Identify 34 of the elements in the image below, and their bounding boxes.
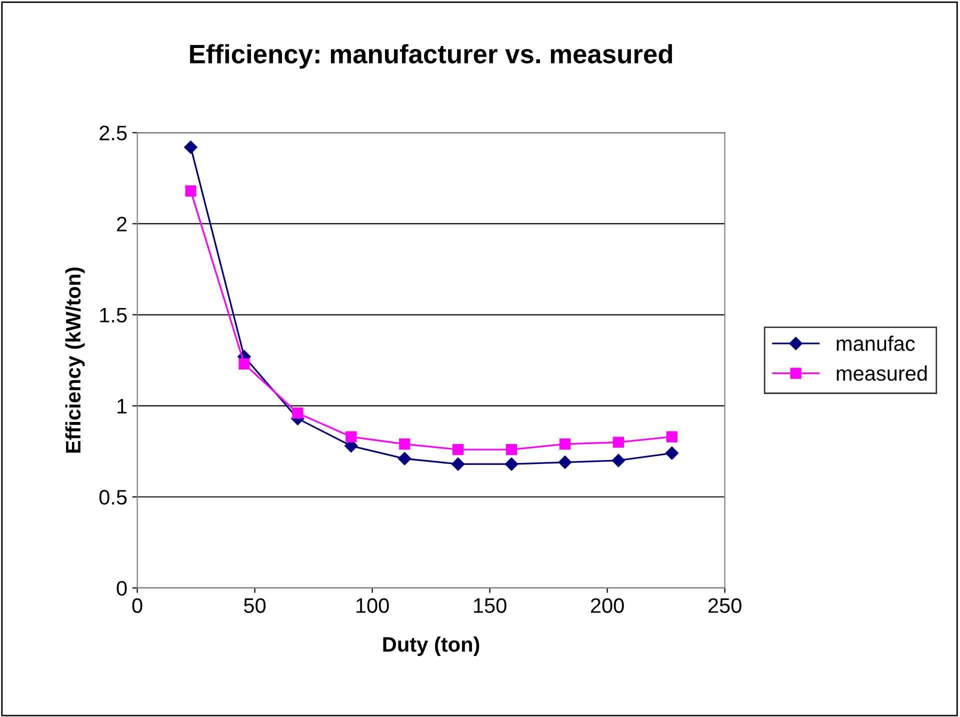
point bbox=[398, 452, 412, 466]
point bbox=[506, 444, 518, 456]
point bbox=[612, 454, 626, 468]
point bbox=[185, 185, 196, 196]
legend-label: measured bbox=[836, 366, 927, 381]
x-axis-title: Duty (ton) bbox=[383, 636, 480, 656]
x-tick-label: 250 bbox=[708, 598, 742, 613]
point bbox=[558, 456, 572, 469]
point bbox=[665, 446, 679, 460]
x-tick-label: 50 bbox=[244, 598, 266, 613]
x-tick-label: 150 bbox=[474, 598, 506, 613]
y-axis-title: Efficiency (kW/ton) bbox=[65, 268, 85, 453]
point bbox=[292, 408, 304, 419]
point bbox=[666, 431, 678, 442]
x-tick-label: 200 bbox=[590, 598, 624, 613]
legend-label: manufac bbox=[836, 336, 915, 351]
point bbox=[184, 140, 198, 154]
y-tick-label: 1.5 bbox=[100, 308, 127, 323]
point bbox=[612, 436, 624, 448]
chart-title: Efficiency: manufacturer vs. measured bbox=[190, 44, 672, 69]
x-tick-label: 0 bbox=[132, 598, 142, 613]
point bbox=[346, 431, 357, 442]
point bbox=[399, 438, 410, 450]
y-tick-label: 2 bbox=[117, 216, 127, 232]
y-tick-label: 0.5 bbox=[99, 490, 127, 505]
y-tick-label: 2.5 bbox=[100, 126, 127, 140]
y-tick-label: 0 bbox=[116, 580, 127, 596]
x-tick-label: 100 bbox=[356, 598, 389, 613]
point bbox=[452, 444, 464, 456]
point bbox=[559, 438, 571, 450]
point bbox=[504, 458, 518, 471]
point bbox=[451, 458, 465, 471]
point bbox=[238, 358, 250, 370]
y-tick-label: 1 bbox=[118, 399, 127, 414]
